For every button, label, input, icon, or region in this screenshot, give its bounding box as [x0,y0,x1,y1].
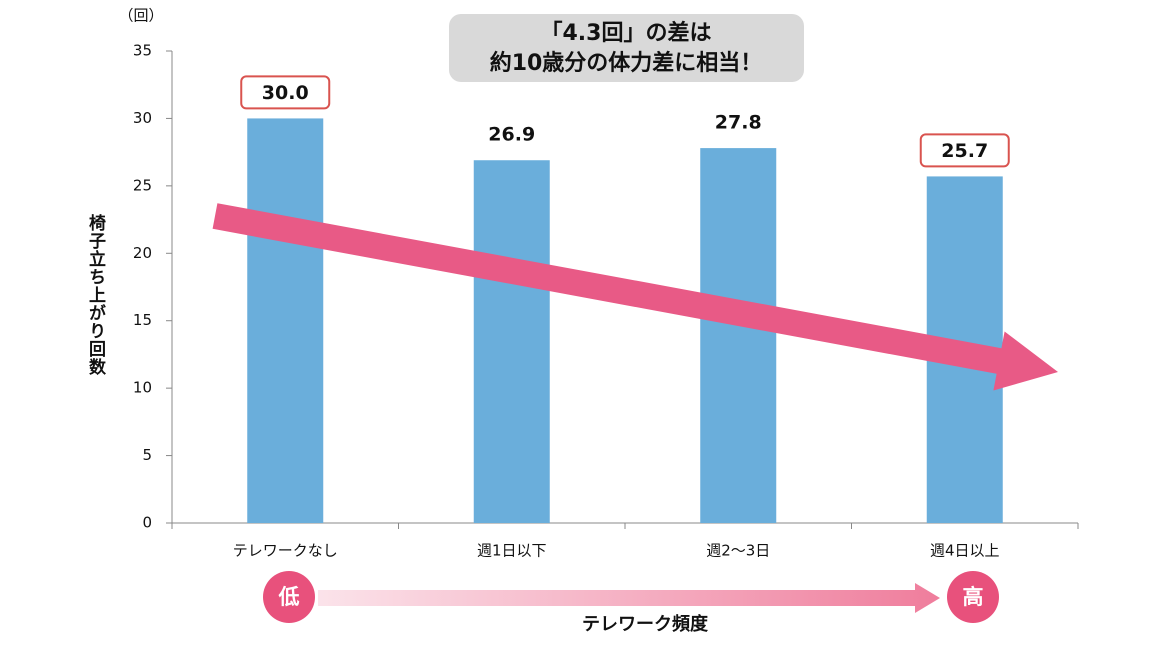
y-tick-label: 15 [133,311,152,329]
annotation-box [449,14,804,82]
frequency-arrow [318,583,940,613]
y-tick-label: 30 [133,109,152,127]
high-circle [947,571,999,623]
value-label-box [240,75,331,110]
y-tick-label: 20 [133,244,152,262]
y-tick-label: 25 [133,176,152,194]
value-label: 30.0 [262,82,309,104]
y-axis-label: 椅子立ち上がり回数 [85,213,106,376]
annotation: 「4.3回」の差は [541,20,712,46]
value-label: 26.9 [488,124,535,146]
x-tick-label: テレワークなし [233,542,338,560]
x-tick-label: 週1日以下 [477,542,547,560]
bar [473,160,550,523]
bar [700,148,777,523]
bar [247,118,324,523]
x-axis-label: テレワーク頻度 [582,613,709,635]
y-tick-label: 10 [133,379,152,397]
x-tick-label: 週4日以上 [930,542,1000,560]
high-label: 高 [963,585,984,609]
x-tick-label: 週2～3日 [706,542,770,560]
value-label: 25.7 [941,140,988,162]
low-label: 低 [278,585,300,609]
annotation: 約10歳分の体力差に相当！ [490,50,763,76]
low-circle [263,571,315,623]
y-unit: （回） [118,7,163,25]
trend-arrow [212,203,1059,391]
y-tick-label: 35 [133,42,152,60]
y-tick-label: 5 [142,446,152,464]
y-tick-label: 0 [142,514,152,532]
plot: 0 5 10 15 20 25 30 35 テレワークなし 30.0 週1日以下 26.9 週2～3日 2… [133,42,1079,560]
value-label: 27.8 [715,112,762,134]
value-label-box [919,133,1010,168]
